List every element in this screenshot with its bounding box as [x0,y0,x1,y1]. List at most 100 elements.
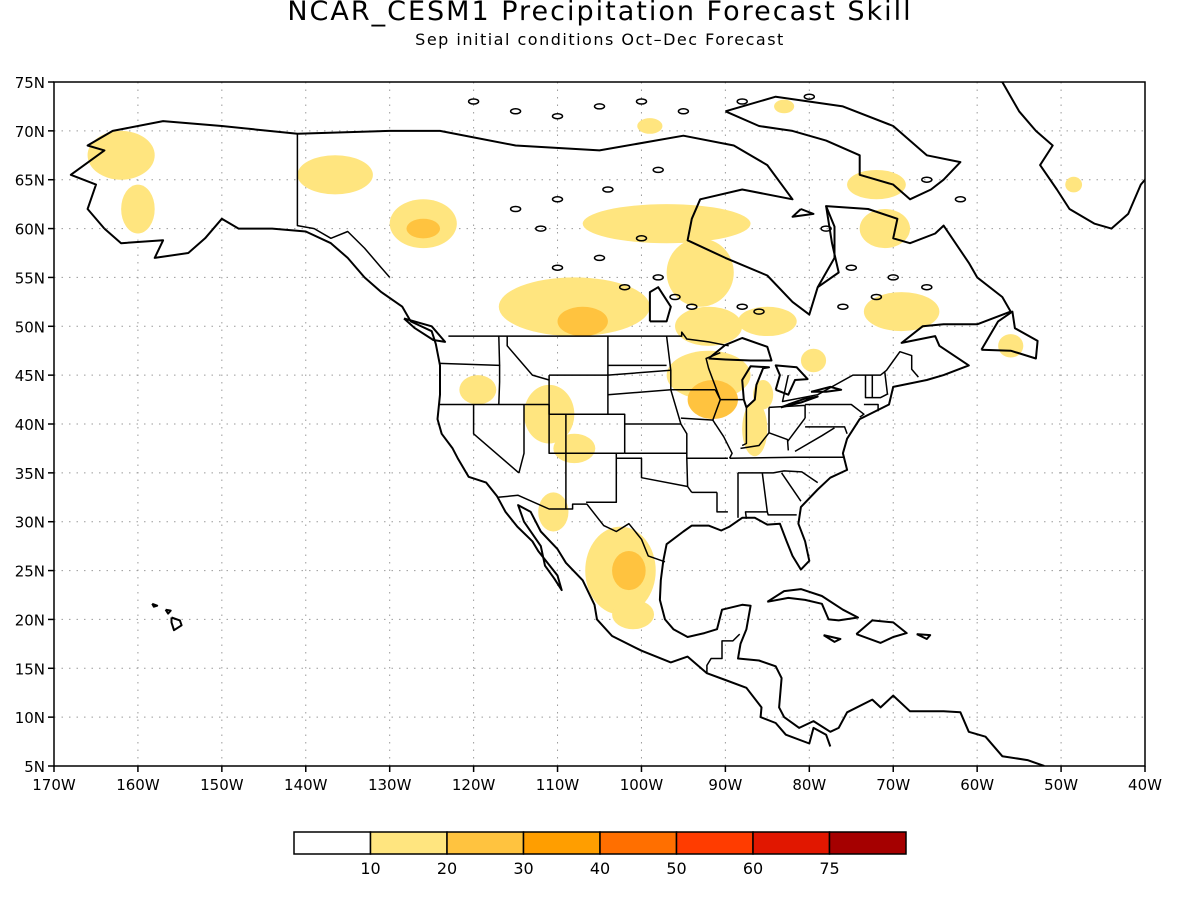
skill-region-quebec-south [863,292,940,332]
state-border [680,417,714,421]
coastline-jamaica [823,634,842,643]
lat-tick-label: 30N [15,514,45,532]
lake-outline [887,274,899,281]
lon-tick-label: 90W [708,776,742,794]
colorbar-swatch [599,831,678,855]
state-border [805,403,865,418]
skill-region-michigan [753,380,774,410]
lat-tick-label: 40N [15,416,45,434]
lon-tick-label: 130W [368,776,412,794]
lon-tick-label: 150W [200,776,244,794]
state-border [498,336,501,366]
lake-outline [870,293,883,301]
lake-outline [837,303,849,310]
lake-outline [535,225,547,232]
lake-outline [593,254,606,262]
skill-region-alaska-southwest [121,184,155,234]
skill-region-ontario-west [675,306,743,346]
colorbar-label: 20 [437,859,457,878]
border-mexico-guatemala [706,633,741,674]
coastline-great-lakes-erie [780,395,819,409]
colorbar-swatch [522,831,601,855]
state-border [794,427,835,453]
colorbar-label: 50 [666,859,686,878]
lake-outline [467,98,480,105]
lat-tick-label: 75N [15,74,45,92]
skill-region-ontario-south [800,348,827,373]
state-border [586,453,618,503]
lake-outline [635,235,648,242]
lake-outline [677,108,690,115]
coastline-vancouver-island [403,317,447,343]
lake-outline [921,176,933,183]
lat-tick-label: 20N [15,611,45,629]
colorbar-label: 40 [590,859,610,878]
lake-outline [736,98,748,105]
coastline-great-lakes-michigan [741,365,770,409]
lake-outline [652,274,664,281]
state-border [506,336,550,381]
skill-region-idaho [459,375,497,405]
state-border [705,352,744,401]
lon-tick-label: 60W [960,776,994,794]
lake-outline [652,166,664,174]
latitude-labels: 5N 10N 15N 20N 25N 30N 35N 40N 45N 50N 55N 60N 65N 70… [15,74,54,776]
lake-outline [551,264,564,271]
colorbar-swatch [446,831,525,855]
lon-tick-label: 40W [1128,776,1162,794]
lon-tick-label: 80W [792,776,826,794]
state-border [884,372,889,394]
state-border [548,375,625,455]
lake-outline [803,93,816,100]
state-border [741,407,748,447]
lake-outline [669,293,681,301]
lat-tick-label: 45N [15,367,45,385]
lake-outline [845,264,858,271]
state-border [712,389,733,459]
colorbar-swatch [369,831,448,855]
skill-shading [87,99,1083,630]
skill-region-ontario-east [737,306,797,337]
skill-region-prairies [498,277,650,337]
colorbar-swatch [828,831,907,855]
coastline-great-lakes-superior [707,337,773,362]
state-border [716,492,728,513]
skill-region-mexico-south [612,599,655,630]
state-border [780,472,802,502]
lat-tick-label: 5N [24,758,45,776]
state-border [472,404,520,474]
lake-outline [820,225,832,232]
state-border [805,426,848,435]
lake-outline [753,308,765,315]
lat-tick-label: 65N [15,172,45,190]
coastline-hawaii-big [170,616,183,632]
lake-outline [509,108,522,115]
skill-region-mexico-central-core [612,551,646,591]
coastline-puerto-rico [916,633,932,640]
lake-outline [551,196,564,203]
colorbar-swatch [675,831,754,855]
colorbar-label: 30 [513,859,533,878]
skill-region-ungava [847,169,906,200]
colorbar-swatch [752,831,831,855]
state-border [518,404,525,474]
skill-region-arctic-islands [637,118,663,134]
lake-outline [736,303,748,310]
lake-outline [921,283,933,291]
state-border [768,404,806,419]
border-alaska-canada [296,133,391,278]
skill-region-northwest-territories-east [582,204,751,244]
state-border [766,511,797,516]
colorbar-swatch [293,831,372,855]
lake-outline [954,196,967,203]
coastline-hawaii-maui [164,608,172,615]
colorbar-label: 10 [360,859,380,878]
lake-outline [635,98,648,105]
lat-tick-label: 55N [15,269,45,287]
lon-tick-label: 50W [1044,776,1078,794]
coastline-great-lakes-ontario [810,385,843,393]
coastline-hudson-bay-islands [791,208,815,218]
lat-tick-label: 15N [15,660,45,678]
colorbar-label: 60 [743,859,763,878]
